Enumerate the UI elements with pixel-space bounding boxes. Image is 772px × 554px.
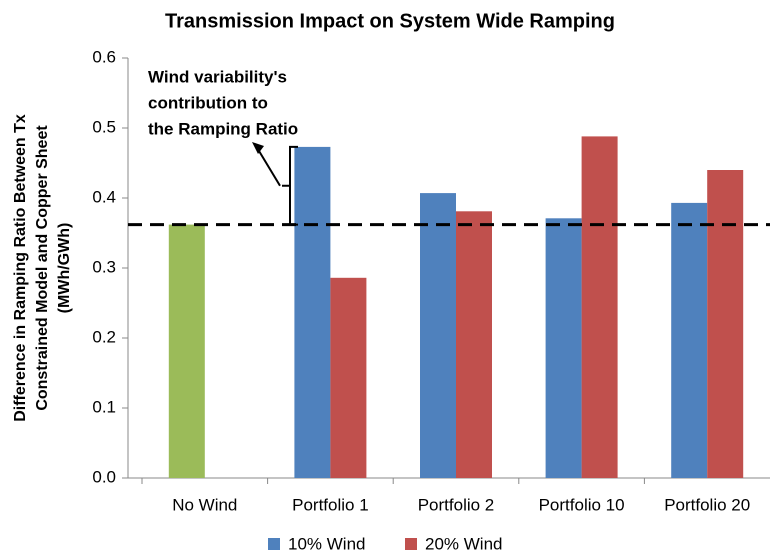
bar [168, 224, 205, 478]
bar [456, 211, 492, 479]
legend-label: 10% Wind [288, 534, 365, 553]
legend-swatch [268, 538, 280, 550]
annotation-arrowhead [252, 142, 264, 154]
x-tick-label: Portfolio 10 [539, 495, 625, 514]
x-tick-label: Portfolio 1 [292, 495, 369, 514]
x-tick-label: No Wind [172, 495, 237, 514]
y-axis-title-line: Difference in Ramping Ratio Between Tx [12, 114, 29, 422]
annotation-text: Wind variability's [148, 67, 287, 86]
bar [330, 277, 367, 478]
annotation-bracket [282, 145, 298, 226]
bar [420, 193, 456, 478]
y-tick-label: 0.0 [92, 467, 116, 486]
bar [294, 146, 331, 478]
y-tick-label: 0.5 [92, 117, 116, 136]
y-axis-title-line: (MWh/GWh) [56, 223, 73, 314]
bar [671, 202, 708, 478]
y-tick-label: 0.6 [92, 47, 116, 66]
legend-label: 20% Wind [425, 534, 502, 553]
y-tick-label: 0.2 [92, 327, 116, 346]
y-tick-label: 0.1 [92, 397, 116, 416]
bar [545, 218, 582, 479]
y-axis-title: Difference in Ramping Ratio Between Tx C… [12, 114, 73, 422]
annotation-arrow [255, 145, 281, 187]
x-tick-label: Portfolio 2 [418, 495, 495, 514]
y-axis-title-line: Constrained Model and Copper Sheet [34, 125, 51, 411]
chart-title: Transmission Impact on System Wide Rampi… [165, 10, 615, 32]
x-tick-label: Portfolio 20 [664, 495, 750, 514]
bar [581, 136, 618, 478]
annotation-text: the Ramping Ratio [148, 119, 298, 138]
y-tick-label: 0.4 [92, 187, 116, 206]
y-tick-label: 0.3 [92, 257, 116, 276]
annotation-text: contribution to [148, 93, 268, 112]
legend-swatch [405, 538, 417, 550]
bar [707, 170, 744, 478]
